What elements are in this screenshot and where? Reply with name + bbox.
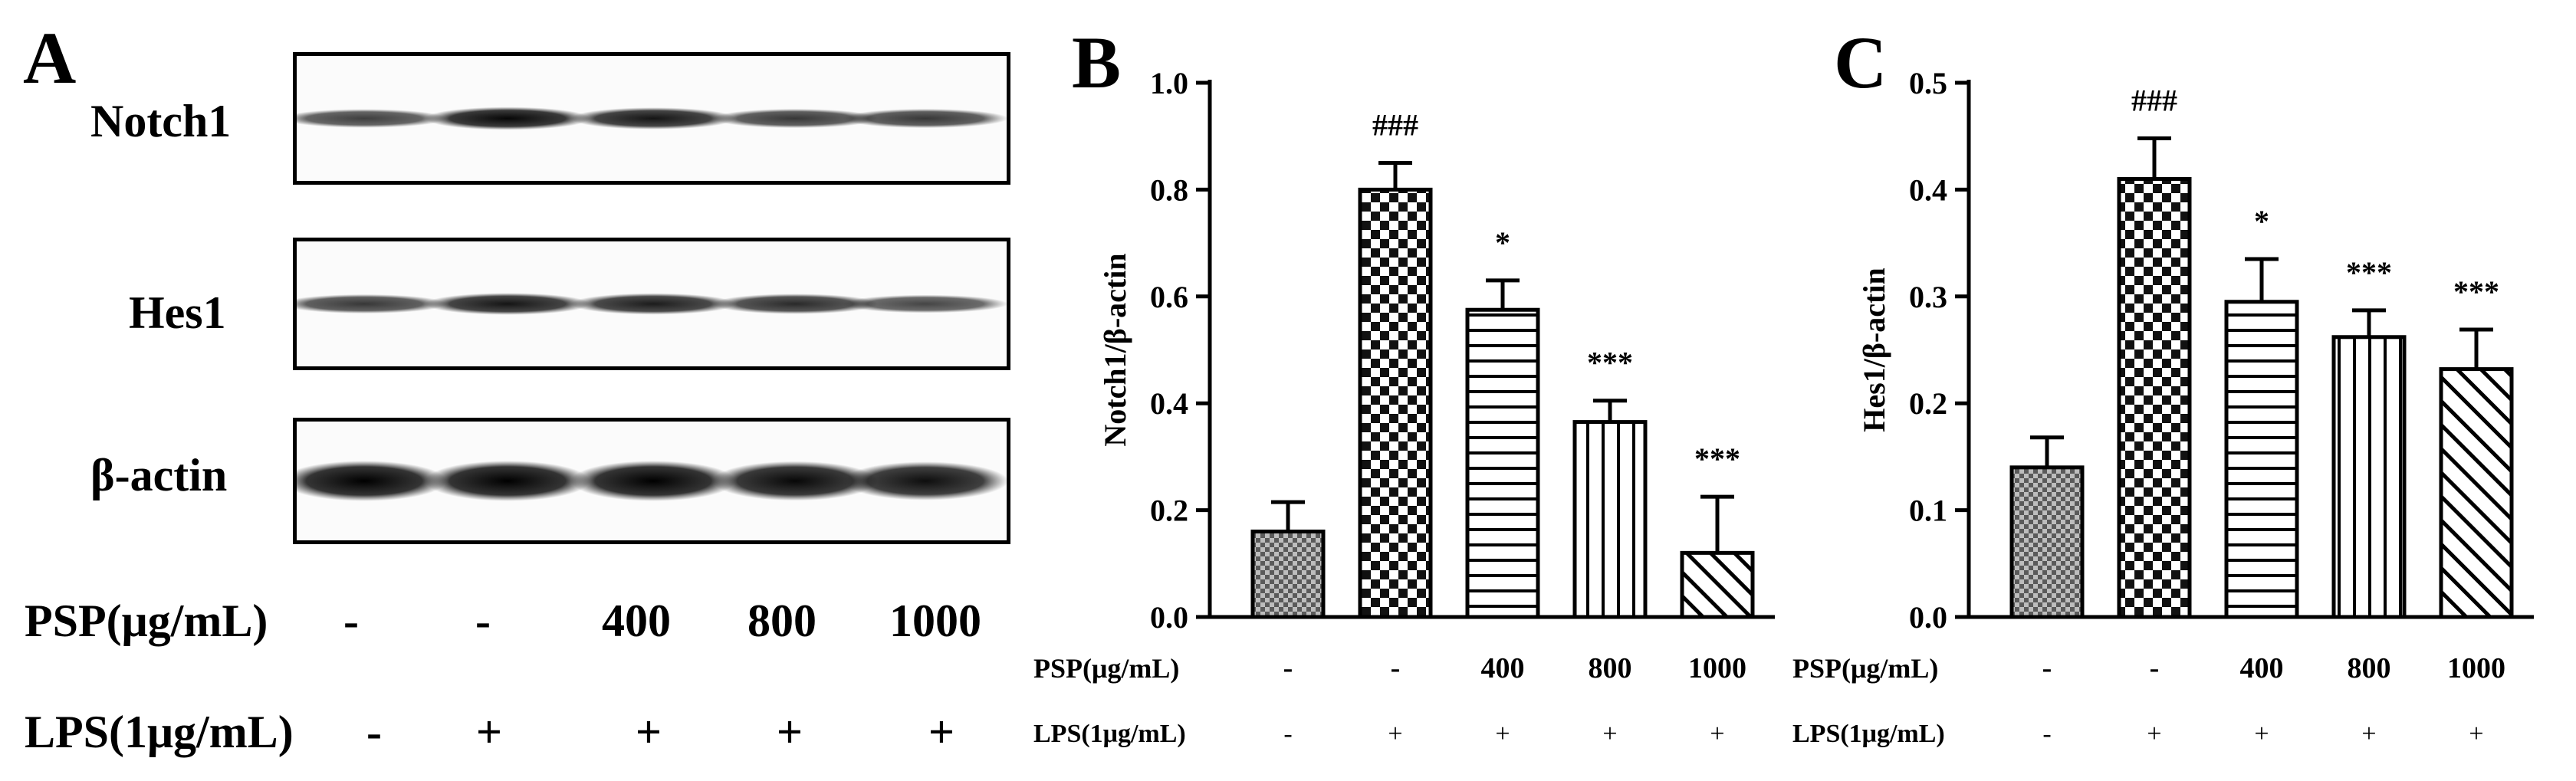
y-axis-label: Notch1/β-actin	[1098, 253, 1132, 446]
significance-label: ###	[2131, 83, 2177, 117]
blot-band	[425, 293, 590, 315]
blot-band	[712, 108, 878, 129]
blot-band	[712, 461, 878, 501]
x-lps-label: LPS(1μg/mL)	[1033, 720, 1186, 748]
y-tick-label: 0.5	[1909, 66, 1947, 100]
blot-beta-actin-bands	[281, 461, 1008, 501]
x-psp-value: -	[1391, 652, 1401, 684]
blot-band	[570, 293, 736, 315]
blot-band	[843, 461, 1008, 500]
x-psp-value: 800	[1589, 652, 1632, 684]
blot-label-hes1: Hes1	[129, 287, 226, 338]
y-tick-label: 0.6	[1150, 280, 1188, 314]
x-lps-value: +	[1710, 720, 1724, 748]
bar	[2117, 176, 2192, 619]
panel-a-psp-value: 400	[602, 596, 671, 646]
blot-band	[843, 108, 1008, 129]
bar	[1680, 550, 1755, 619]
x-lps-value: +	[1602, 720, 1617, 748]
bar	[2009, 465, 2085, 619]
x-psp-value: 1000	[2447, 652, 2505, 684]
panel-a-lps-value: +	[776, 707, 803, 757]
x-psp-value: -	[2150, 652, 2160, 684]
blot-band	[425, 461, 590, 501]
bar	[2331, 335, 2407, 619]
significance-label: ***	[2346, 255, 2392, 290]
bar	[1572, 420, 1648, 619]
y-axis-label: Hes1/β-actin	[1857, 267, 1891, 432]
panel-a-lps-label: LPS(1μg/mL)	[25, 707, 294, 757]
blot-band	[281, 294, 447, 314]
bar	[1358, 187, 1433, 619]
significance-label: *	[2254, 204, 2269, 238]
x-psp-value: -	[2042, 652, 2052, 684]
panel-a-lps-value: +	[475, 707, 503, 757]
y-tick-label: 0.0	[1150, 600, 1188, 635]
blot-band	[570, 107, 736, 130]
bar	[1465, 307, 1540, 619]
x-lps-label: LPS(1μg/mL)	[1792, 720, 1945, 748]
x-lps-value: -	[2042, 720, 2051, 748]
x-lps-value: +	[2361, 720, 2376, 748]
blot-hes1	[281, 238, 1010, 370]
y-tick-label: 0.8	[1150, 172, 1188, 207]
blot-band	[281, 461, 447, 501]
y-tick-label: 1.0	[1150, 66, 1188, 100]
blot-label-beta-actin: β-actin	[90, 450, 228, 500]
x-psp-label: PSP(μg/mL)	[1033, 653, 1179, 684]
panel-a-lps-value: +	[928, 707, 955, 757]
y-tick-label: 0.4	[1150, 386, 1188, 421]
blot-label-notch1: Notch1	[90, 96, 232, 146]
blot-band	[570, 461, 736, 501]
panel-a-letter: A	[23, 17, 77, 99]
x-psp-value: 1000	[1688, 652, 1746, 684]
x-lps-value: +	[2254, 720, 2269, 748]
bar	[2224, 300, 2299, 619]
x-lps-value: +	[2147, 720, 2161, 748]
x-lps-value: +	[1388, 720, 1402, 748]
x-lps-value: +	[1495, 720, 1510, 748]
bar	[2439, 367, 2514, 619]
significance-label: ###	[1372, 108, 1418, 143]
bar	[1250, 529, 1326, 619]
significance-label: *	[1495, 225, 1510, 260]
y-tick-label: 0.2	[1150, 494, 1188, 528]
panel-a-psp-value: -	[343, 596, 359, 646]
panel-a-psp-value: 1000	[889, 596, 981, 646]
blot-band	[425, 107, 590, 130]
panel-a-psp-label: PSP(μg/mL)	[25, 596, 268, 646]
blot-notch1	[281, 52, 1010, 185]
y-tick-label: 0.1	[1909, 494, 1947, 528]
y-tick-label: 0.2	[1909, 386, 1947, 421]
blot-band	[281, 109, 447, 128]
panel-a-lps-value: -	[366, 707, 382, 757]
blot-band	[843, 294, 1008, 313]
x-psp-value: -	[1283, 652, 1293, 684]
blot-band	[712, 294, 878, 314]
panel-c-letter: C	[1834, 21, 1888, 103]
panel-a-lps-value: +	[635, 707, 662, 757]
x-psp-value: 400	[2240, 652, 2284, 684]
significance-label: ***	[2453, 274, 2499, 309]
blot-beta-actin	[281, 418, 1010, 544]
x-psp-label: PSP(μg/mL)	[1792, 653, 1938, 684]
significance-label: ***	[1587, 346, 1633, 380]
y-tick-label: 0.4	[1909, 172, 1947, 207]
panel-a-psp-value: -	[475, 596, 491, 646]
y-tick-label: 0.3	[1909, 280, 1947, 314]
panel-b-letter: B	[1072, 21, 1122, 103]
blot-notch1-bands	[281, 107, 1008, 130]
x-lps-value: +	[2469, 720, 2483, 748]
panel-a-psp-value: 800	[748, 596, 816, 646]
x-lps-value: -	[1283, 720, 1292, 748]
x-psp-value: 800	[2348, 652, 2391, 684]
x-psp-value: 400	[1481, 652, 1525, 684]
blot-hes1-bands	[281, 293, 1008, 315]
y-tick-label: 0.0	[1909, 600, 1947, 635]
significance-label: ***	[1694, 441, 1740, 476]
